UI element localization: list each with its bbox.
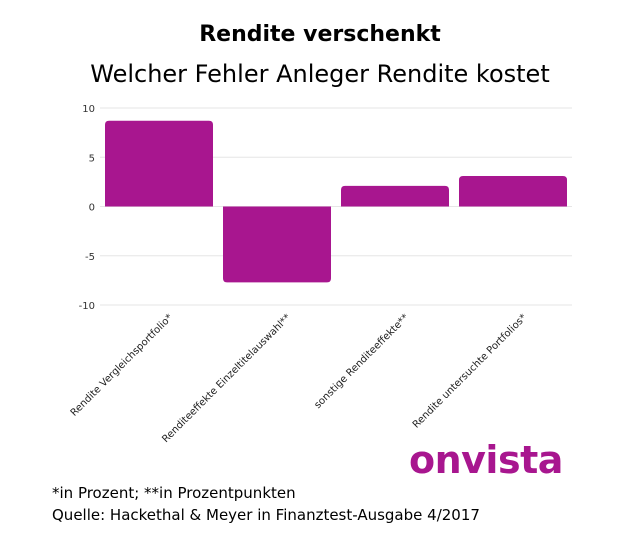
onvista-logo: onvista [409, 438, 563, 482]
y-tick-label: 10 [82, 104, 95, 115]
y-tick-label: -10 [79, 301, 95, 312]
footnote-source: Quelle: Hackethal & Meyer in Finanztest-… [52, 506, 480, 524]
x-tick-label: Rendite untersuchte Portfolios* [411, 312, 529, 430]
chart-title: Rendite verschenkt [199, 22, 441, 47]
bar [105, 120, 213, 207]
y-tick-label: -5 [85, 252, 95, 263]
y-tick-label: 5 [89, 153, 95, 164]
x-tick-label: sonstige Renditeeffekte** [312, 312, 411, 411]
y-tick-label: 0 [89, 203, 95, 214]
x-tick-label: Renditeeffekte Einzeltitelauswahl** [160, 312, 293, 445]
bar [223, 206, 331, 283]
bar [459, 175, 567, 207]
footnote-unit: *in Prozent; **in Prozentpunkten [52, 484, 296, 502]
x-tick-label: Rendite Vergleichsportfolio* [69, 312, 175, 418]
chart-subtitle: Welcher Fehler Anleger Rendite kostet [90, 60, 550, 88]
bar [341, 185, 449, 207]
